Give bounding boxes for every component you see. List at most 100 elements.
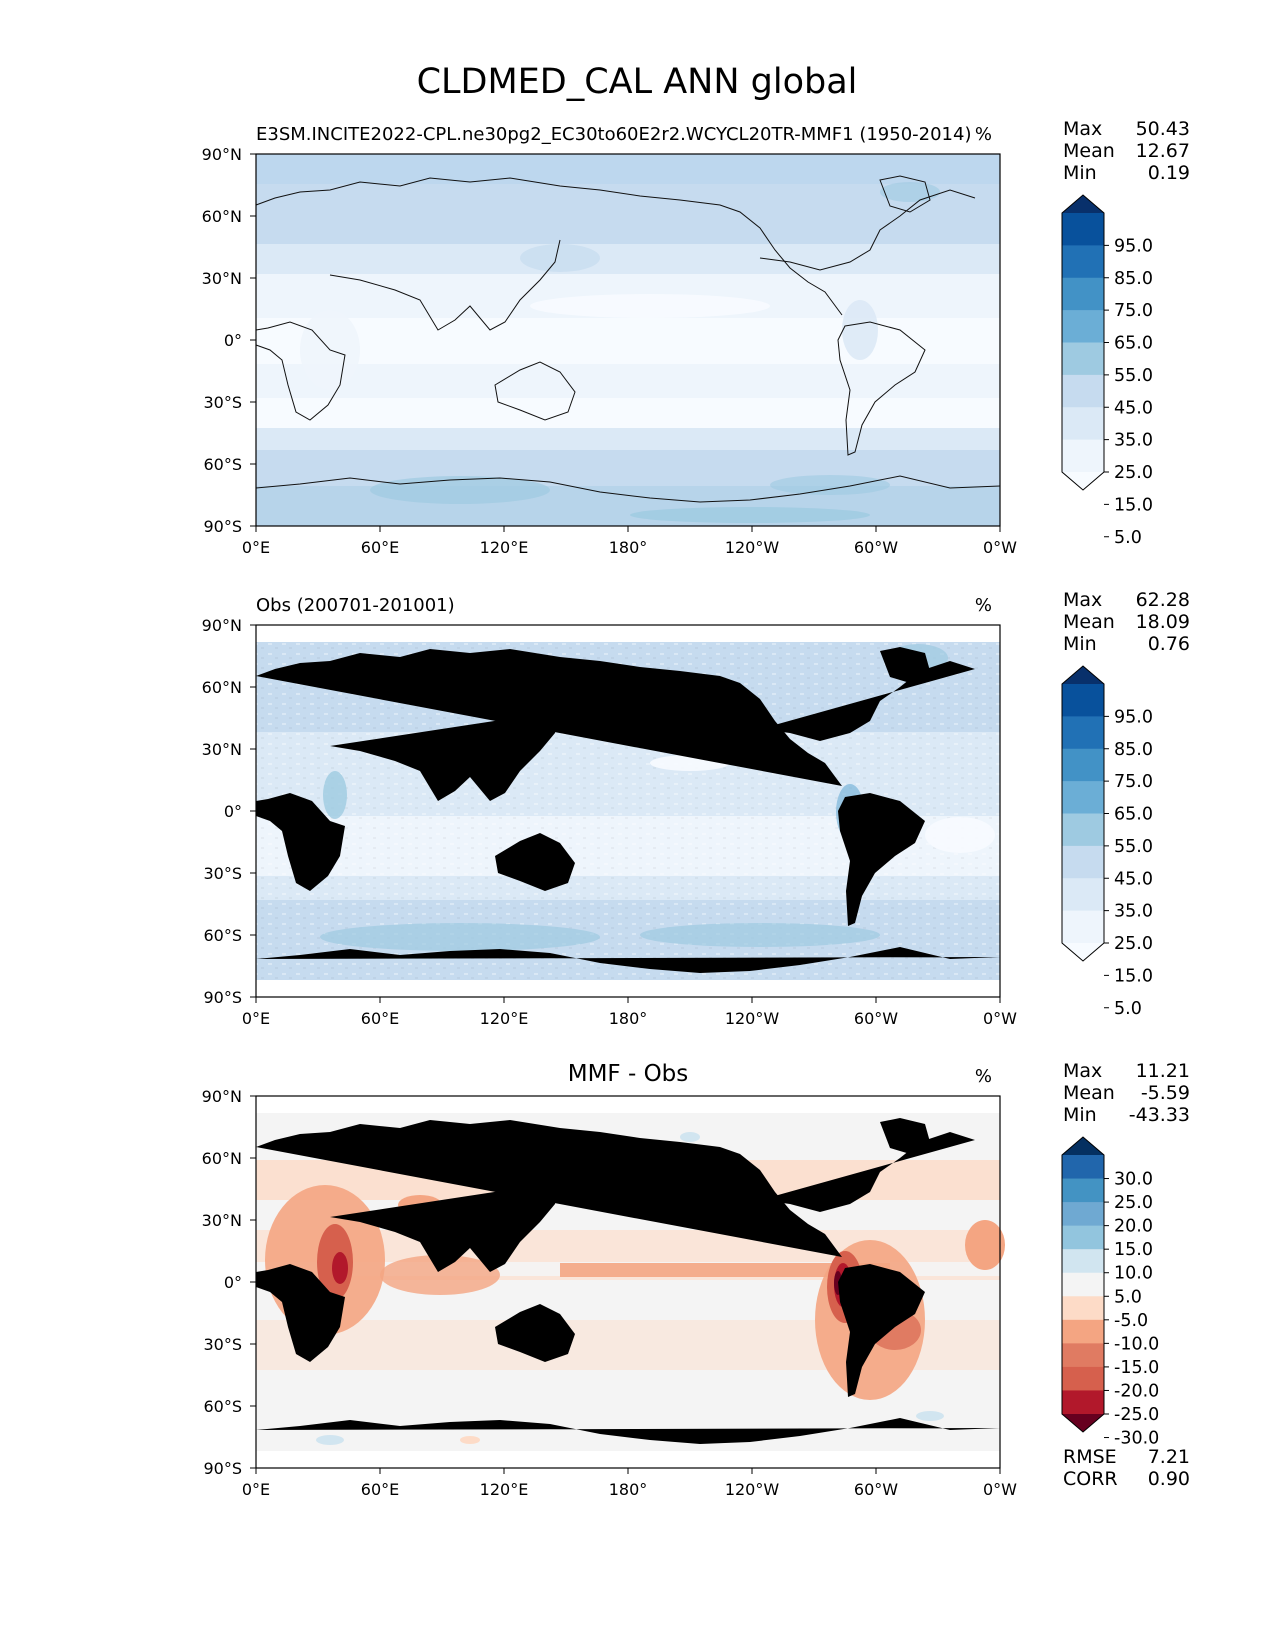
lat-tick-label: 90°S bbox=[203, 988, 242, 1007]
lon-tick-label: 120°E bbox=[480, 538, 529, 557]
lat-tick-label: 90°S bbox=[203, 1459, 242, 1478]
colorbar-extend-min bbox=[1062, 943, 1104, 961]
map-area bbox=[256, 154, 1000, 526]
colorbar-segment bbox=[1062, 1155, 1104, 1180]
colorbar-tick-label: 55.0 bbox=[1114, 837, 1153, 857]
colorbar-segment bbox=[1062, 878, 1104, 912]
lon-tick-label: 0°W bbox=[983, 538, 1017, 557]
stat-value: 11.21 bbox=[1136, 1060, 1190, 1082]
lon-tick-label: 60°E bbox=[361, 1480, 399, 1499]
colorbar-segment bbox=[1062, 781, 1104, 814]
lon-tick-label: 120°W bbox=[725, 538, 780, 557]
panel-side-diff: Max 11.21 Mean -5.59 Min -43.33 30.0 25.0 20.0 15… bbox=[1061, 1060, 1190, 1490]
colorbar-tick-label: -20.0 bbox=[1114, 1381, 1159, 1401]
colorbar-tick-label: 25.0 bbox=[1114, 934, 1153, 954]
colorbar-tick-label: 95.0 bbox=[1114, 236, 1153, 256]
colorbar-tick-label: -15.0 bbox=[1114, 1358, 1159, 1378]
lon-tick-label: 0°W bbox=[983, 1009, 1017, 1028]
lon-tick-label: 60°E bbox=[361, 538, 399, 557]
stat-label: Mean bbox=[1063, 611, 1115, 633]
colorbar-segment bbox=[1062, 1178, 1104, 1203]
lon-tick-label: 0°E bbox=[242, 1009, 270, 1028]
stat-label: Max bbox=[1063, 118, 1102, 140]
coastline-group bbox=[255, 175, 1001, 503]
colorbar-segment bbox=[1062, 342, 1104, 376]
lat-tick-label: 90°N bbox=[202, 1087, 242, 1106]
units-label: % bbox=[975, 1066, 992, 1087]
colorbar-tick-label: 15.0 bbox=[1114, 495, 1153, 515]
stat-value: 62.28 bbox=[1136, 589, 1190, 611]
lat-tick-label: 30°S bbox=[203, 393, 242, 412]
stat-label: Max bbox=[1063, 1060, 1102, 1082]
colorbar-tick-label: 35.0 bbox=[1114, 431, 1153, 451]
axis-labels: 90°N60°N30°N0°30°S60°S90°S0°E 60°E 120°E 18… bbox=[202, 145, 1018, 1499]
lon-tick-label: 120°W bbox=[725, 1480, 780, 1499]
lon-tick-label: 0°W bbox=[983, 1480, 1017, 1499]
lon-tick-label: 120°E bbox=[480, 1009, 529, 1028]
colorbar-tick-label: 35.0 bbox=[1114, 902, 1153, 922]
colorbar-tick-label: 25.0 bbox=[1114, 1193, 1153, 1213]
colorbar-segment bbox=[1062, 813, 1104, 847]
lon-tick-label: 60°E bbox=[361, 1009, 399, 1028]
panel-left-title: Obs (200701-201001) bbox=[256, 595, 455, 616]
colorbar-tick-label: 5.0 bbox=[1114, 1287, 1142, 1307]
panel-center-title: MMF - Obs bbox=[568, 1061, 689, 1087]
stat-value: 0.76 bbox=[1148, 633, 1190, 655]
lon-tick-label: 60°W bbox=[854, 538, 898, 557]
colorbar-extend-min bbox=[1062, 1414, 1104, 1432]
colorbar-extend-max bbox=[1062, 666, 1104, 684]
stat-value: 12.67 bbox=[1136, 140, 1190, 162]
coastlines bbox=[255, 175, 1001, 503]
lon-tick-label: 60°W bbox=[854, 1480, 898, 1499]
panel-left-title: E3SM.INCITE2022-CPL.ne30pg2_EC30to60E2r2… bbox=[256, 124, 971, 145]
lat-tick-label: 60°N bbox=[202, 678, 242, 697]
stat-value: 0.19 bbox=[1148, 162, 1190, 184]
colorbar-tick-label: -25.0 bbox=[1114, 1405, 1159, 1425]
stat-value: 18.09 bbox=[1136, 611, 1190, 633]
colorbar-tick-label: 65.0 bbox=[1114, 805, 1153, 825]
stat-value: 50.43 bbox=[1136, 118, 1190, 140]
bottom-stat-label: CORR bbox=[1063, 1468, 1118, 1490]
lon-tick-label: 180° bbox=[609, 1009, 648, 1028]
colorbar-extend-max bbox=[1062, 1137, 1104, 1155]
colorbar-segment bbox=[1062, 1249, 1104, 1274]
bottom-stat-value: 0.90 bbox=[1148, 1468, 1190, 1490]
panel-side-obs: Max 62.28 Mean 18.09 Min 0.76 95.0 85.0 75.0 65.0… bbox=[1061, 589, 1190, 1019]
colorbar-segment bbox=[1062, 1319, 1104, 1344]
colorbar-extend-min bbox=[1062, 472, 1104, 490]
colorbar-tick-label: 20.0 bbox=[1114, 1217, 1153, 1237]
colorbar-segment bbox=[1062, 439, 1104, 473]
side-panels: Max 50.43 Mean 12.67 Min 0.19 95.0 85.0 75.0 65.0… bbox=[1061, 118, 1190, 1490]
stat-label: Min bbox=[1063, 633, 1097, 655]
colorbar-segment bbox=[1062, 1390, 1104, 1415]
colorbar-tick-label: -10.0 bbox=[1114, 1334, 1159, 1354]
units-label: % bbox=[975, 124, 992, 145]
lat-tick-label: 0° bbox=[224, 1273, 242, 1292]
colorbar-segment bbox=[1062, 213, 1104, 246]
stat-label: Mean bbox=[1063, 1082, 1115, 1104]
lat-tick-label: 90°S bbox=[203, 517, 242, 536]
colorbar-segment bbox=[1062, 245, 1104, 279]
colorbar-tick-label: 5.0 bbox=[1114, 999, 1142, 1019]
colorbar-tick-label: 45.0 bbox=[1114, 398, 1153, 418]
colorbar-segment bbox=[1062, 910, 1104, 944]
colorbar-segment bbox=[1062, 1366, 1104, 1391]
colorbar-tick-label: 55.0 bbox=[1114, 366, 1153, 386]
lat-tick-label: 30°S bbox=[203, 1335, 242, 1354]
lat-tick-label: 60°N bbox=[202, 207, 242, 226]
stat-label: Max bbox=[1063, 589, 1102, 611]
colorbar-segment bbox=[1062, 1225, 1104, 1250]
lat-tick-label: 90°N bbox=[202, 145, 242, 164]
lat-tick-label: 60°S bbox=[203, 1397, 242, 1416]
stat-label: Min bbox=[1063, 162, 1097, 184]
colorbar-tick-label: 75.0 bbox=[1114, 301, 1153, 321]
lat-tick-label: 60°S bbox=[203, 926, 242, 945]
colorbar-segment bbox=[1062, 310, 1104, 343]
lat-tick-label: 0° bbox=[224, 802, 242, 821]
panel-side-model: Max 50.43 Mean 12.67 Min 0.19 95.0 85.0 75.0 65.0… bbox=[1061, 118, 1190, 548]
panel-model: E3SM.INCITE2022-CPL.ne30pg2_EC30to60E2r2… bbox=[256, 124, 1000, 526]
lon-tick-label: 180° bbox=[609, 538, 648, 557]
colorbar-tick-label: 15.0 bbox=[1114, 966, 1153, 986]
stat-label: Min bbox=[1063, 1104, 1097, 1126]
